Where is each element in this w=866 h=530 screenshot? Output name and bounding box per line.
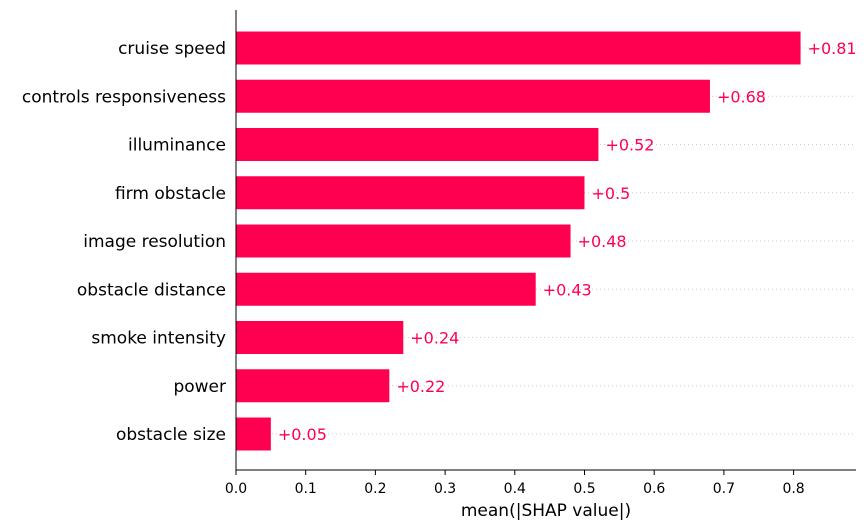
x-tick-label: 0.3: [434, 481, 456, 497]
category-label: obstacle size: [116, 425, 226, 445]
x-tick-label: 0.1: [295, 481, 317, 497]
x-tick-label: 0.5: [573, 481, 595, 497]
value-label: +0.5: [592, 184, 631, 203]
x-tick-label: 0.4: [504, 481, 526, 497]
category-label: cruise speed: [118, 39, 226, 59]
value-label: +0.22: [396, 377, 445, 396]
bar-firm-obstacle: [236, 176, 585, 210]
value-label: +0.68: [717, 87, 766, 106]
category-label: smoke intensity: [91, 329, 226, 349]
x-ticks: 0.0 0.1 0.2 0.3 0.4 0.5 0.6 0.7 0.8: [225, 470, 805, 497]
x-tick-label: 0.6: [643, 481, 665, 497]
category-label: firm obstacle: [115, 184, 226, 204]
bar-cruise-speed: [236, 31, 801, 65]
bar-controls-responsiveness: [236, 79, 710, 113]
x-axis-label: mean(|SHAP value|): [461, 501, 631, 521]
x-tick-label: 0.2: [364, 481, 386, 497]
bar-image-resolution: [236, 224, 571, 258]
bar-obstacle-size: [236, 417, 271, 451]
category-label: power: [173, 377, 226, 397]
x-tick-label: 0.7: [713, 481, 735, 497]
bars: [236, 31, 801, 451]
category-label: obstacle distance: [77, 280, 226, 300]
value-label: +0.52: [605, 136, 654, 155]
value-label: +0.24: [410, 329, 459, 348]
value-label: +0.48: [578, 232, 627, 251]
value-label: +0.05: [278, 425, 327, 444]
bar-smoke-intensity: [236, 321, 404, 354]
bar-illuminance: [236, 128, 599, 161]
x-tick-label: 0.0: [225, 481, 247, 497]
bar-power: [236, 369, 390, 403]
value-label: +0.81: [808, 39, 857, 58]
category-label: controls responsiveness: [22, 87, 226, 107]
x-tick-label: 0.8: [782, 481, 804, 497]
value-label: +0.43: [543, 280, 592, 299]
bar-obstacle-distance: [236, 272, 536, 306]
category-label: illuminance: [128, 136, 226, 156]
value-labels: +0.81 +0.68 +0.52 +0.5 +0.48 +0.43 +0.24 +0.22 +…: [278, 39, 857, 444]
category-label: image resolution: [83, 232, 226, 252]
category-labels: cruise speed controls responsiveness illum…: [22, 39, 226, 445]
